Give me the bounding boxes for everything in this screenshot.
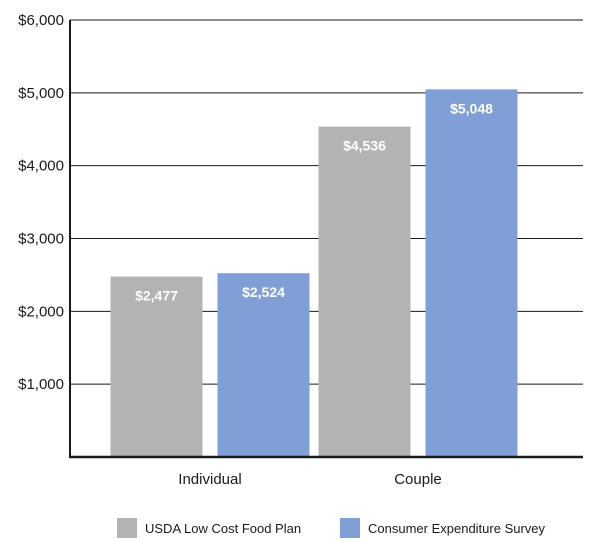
bar-individual-consumer-expenditure-survey [217,273,310,457]
data-label-couple-consumer-expenditure-survey: $5,048 [450,100,493,116]
bar-couple-consumer-expenditure-survey [425,89,518,457]
data-label-individual-consumer-expenditure-survey: $2,524 [242,284,285,300]
y-tick-label: $5,000 [18,85,64,102]
legend-label-usda-low-cost-food-plan: USDA Low Cost Food Plan [145,521,301,536]
legend: USDA Low Cost Food Plan Consumer Expendit… [117,518,546,538]
legend-swatch-consumer-expenditure-survey [340,518,360,538]
legend-swatch-usda-low-cost-food-plan [117,518,137,538]
x-category-label: Individual [178,471,241,488]
y-tick-label: $1,000 [18,376,64,393]
y-tick-label: $3,000 [18,231,64,248]
data-labels: $2,477 $2,524 $4,536 $5,048 [135,100,493,303]
axes [69,20,583,459]
data-label-individual-usda-low-cost-food-plan: $2,477 [135,288,178,304]
y-tick-label: $2,000 [18,303,64,320]
x-category-label: Couple [394,471,442,488]
bar-individual-usda-low-cost-food-plan [110,276,203,457]
legend-label-consumer-expenditure-survey: Consumer Expenditure Survey [368,521,546,536]
x-category-labels: Individual Couple [178,471,441,488]
y-tick-labels: $1,000 $2,000 $3,000 $4,000 $5,000 $6,000 [18,12,64,393]
data-label-couple-usda-low-cost-food-plan: $4,536 [343,138,386,154]
y-tick-label: $6,000 [18,12,64,29]
bar-couple-usda-low-cost-food-plan [318,126,411,458]
bars [110,89,518,458]
y-tick-label: $4,000 [18,158,64,175]
